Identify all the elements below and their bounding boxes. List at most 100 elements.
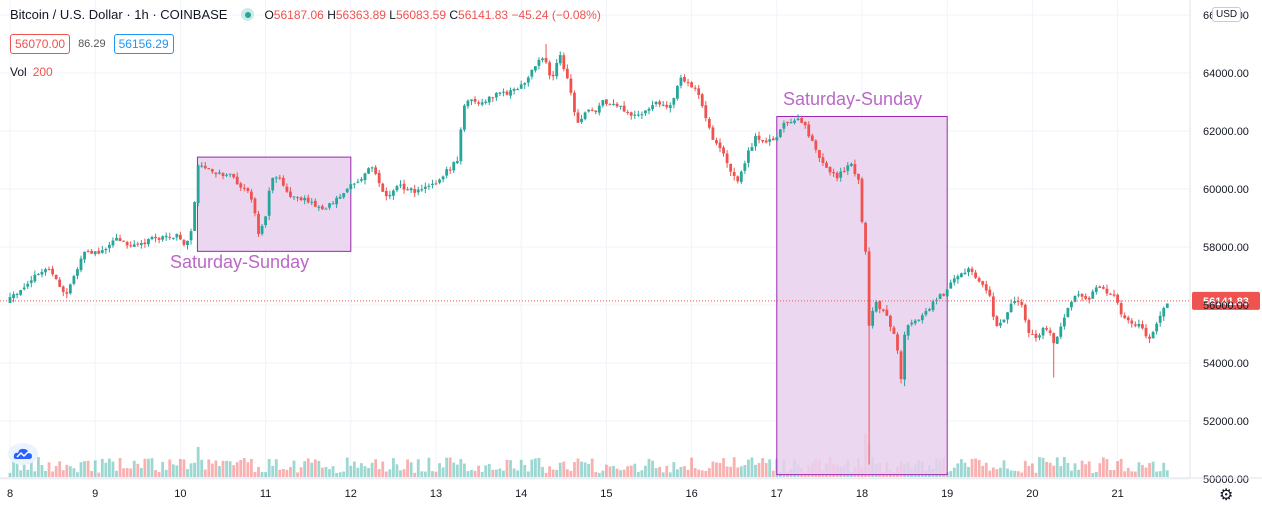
weekend-highlight-box bbox=[196, 156, 352, 252]
candle-body bbox=[129, 245, 133, 247]
candle-body bbox=[466, 100, 470, 107]
volume-bar bbox=[519, 459, 523, 477]
time-tick-label: 19 bbox=[941, 488, 953, 500]
candle-body bbox=[743, 163, 747, 171]
volume-bar bbox=[505, 459, 509, 477]
candle-body bbox=[722, 147, 725, 154]
candle-body bbox=[228, 173, 232, 175]
volume-bar bbox=[1105, 459, 1109, 477]
candle-body bbox=[416, 189, 420, 193]
candle-body bbox=[232, 173, 236, 178]
volume-bar bbox=[590, 458, 594, 477]
candle-body bbox=[494, 93, 498, 98]
symbol-title[interactable]: Bitcoin / U.S. Dollar · 1h · COINBASE bbox=[10, 7, 228, 22]
volume-bar bbox=[647, 458, 651, 477]
candle-body bbox=[381, 183, 385, 192]
high-value: 56363.89 bbox=[335, 7, 386, 22]
candle-body bbox=[257, 213, 260, 235]
volume-bar bbox=[729, 466, 733, 477]
volume-bar bbox=[683, 466, 686, 477]
volume-bar bbox=[93, 460, 97, 477]
candle-body bbox=[739, 171, 743, 182]
low-value: 56083.59 bbox=[395, 7, 447, 22]
volume-bar bbox=[395, 464, 399, 477]
volume-bar bbox=[455, 464, 459, 477]
buy-price-button[interactable]: 56156.29 bbox=[113, 34, 174, 54]
volume-bar bbox=[739, 466, 743, 477]
candle-body bbox=[1066, 308, 1070, 317]
volume-bar bbox=[601, 470, 605, 477]
candle-body bbox=[328, 203, 331, 208]
volume-bar bbox=[1094, 471, 1098, 477]
time-axis[interactable]: 8 9 10 11 12 13 14 15 16 17 18 19 20 21 bbox=[0, 477, 1262, 500]
volume-bar bbox=[257, 466, 260, 477]
candle-body bbox=[86, 250, 90, 252]
volume-bar bbox=[1027, 465, 1031, 477]
candle-body bbox=[68, 284, 72, 294]
volume-bar bbox=[747, 459, 750, 477]
candle-body bbox=[651, 105, 654, 110]
candle-body bbox=[363, 173, 367, 181]
candle-body bbox=[214, 172, 218, 175]
volume-bar bbox=[991, 467, 995, 477]
volume-bar bbox=[374, 459, 378, 477]
candle-body bbox=[551, 74, 555, 77]
volume-bar bbox=[597, 472, 601, 477]
candle-body bbox=[945, 289, 949, 297]
tradingview-cloud-icon[interactable] bbox=[8, 443, 38, 465]
volume-bar bbox=[665, 465, 669, 477]
volume-bar bbox=[977, 459, 981, 477]
candle-body bbox=[967, 268, 970, 273]
volume-bar bbox=[296, 472, 299, 477]
volume-bar bbox=[264, 472, 267, 477]
volume-bar bbox=[1038, 457, 1041, 477]
candle-body bbox=[999, 322, 1002, 326]
volume-bar bbox=[356, 467, 360, 477]
time-tick-label: 21 bbox=[1111, 488, 1123, 500]
candle-body bbox=[1077, 294, 1080, 296]
candle-body bbox=[1105, 288, 1109, 294]
candle-body bbox=[736, 176, 740, 182]
candle-body bbox=[541, 58, 544, 61]
volume-bar bbox=[562, 461, 566, 477]
volume-bar bbox=[576, 458, 580, 477]
candle-body bbox=[747, 150, 750, 163]
candle-body bbox=[715, 140, 718, 144]
volume-bar bbox=[1066, 462, 1070, 477]
candle-body bbox=[484, 101, 488, 103]
volume-bar bbox=[1144, 467, 1148, 477]
sell-price-button[interactable]: 56070.00 bbox=[10, 34, 71, 54]
candle-body bbox=[434, 183, 438, 185]
currency-button[interactable]: USD bbox=[1212, 7, 1242, 22]
candle-body bbox=[154, 236, 157, 239]
volume-bar bbox=[580, 461, 583, 477]
candle-body bbox=[548, 62, 551, 76]
volume-bar bbox=[399, 470, 402, 477]
candle-body bbox=[587, 109, 591, 112]
candle-body bbox=[534, 66, 537, 71]
price-axis[interactable]: 66000.0064000.0062000.0060000.0058000.00… bbox=[1189, 0, 1249, 486]
price-tick-label: 52000.00 bbox=[1203, 416, 1249, 428]
volume-bar bbox=[555, 469, 559, 477]
candle-body bbox=[988, 289, 992, 296]
price-tick-label: 62000.00 bbox=[1203, 126, 1249, 138]
candle-body bbox=[221, 173, 225, 177]
candle-body bbox=[299, 197, 303, 201]
volume-bar bbox=[218, 466, 221, 477]
volume-bar bbox=[97, 472, 101, 477]
gear-icon[interactable]: ⚙ bbox=[1219, 487, 1234, 504]
volume-label: Vol bbox=[10, 65, 27, 79]
candle-body bbox=[1130, 320, 1134, 324]
volume-bar bbox=[83, 461, 86, 477]
candle-body bbox=[1165, 303, 1169, 308]
candle-body bbox=[1023, 304, 1027, 321]
candle-body bbox=[764, 140, 768, 143]
candle-body bbox=[800, 117, 804, 123]
candle-body bbox=[569, 78, 573, 93]
candle-body bbox=[896, 334, 899, 351]
volume-bar bbox=[431, 471, 434, 477]
volume-bar bbox=[704, 470, 708, 477]
volume-bar bbox=[1119, 458, 1123, 477]
candle-body bbox=[633, 114, 637, 116]
